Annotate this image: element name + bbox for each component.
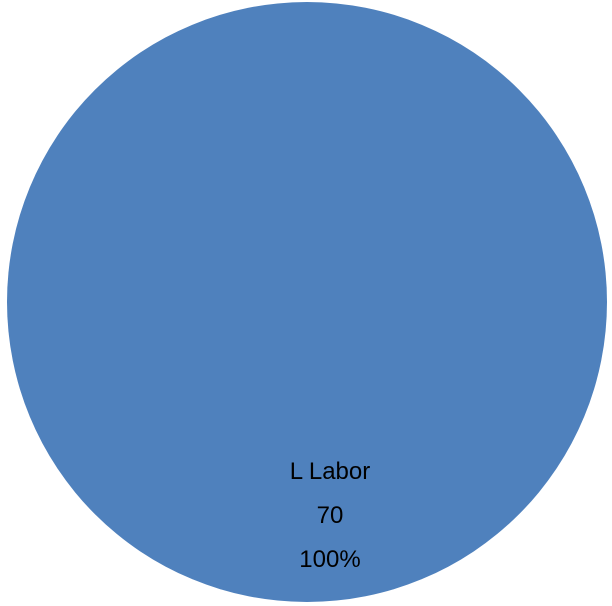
pie-slice-l-labor [7, 2, 607, 602]
slices-layer [7, 2, 607, 602]
slice-label-category: L Labor [290, 458, 371, 485]
data-labels-layer: L Labor 70 100% [290, 458, 371, 573]
slice-label-value: 70 [317, 502, 344, 529]
slice-label-percent: 100% [299, 546, 360, 573]
